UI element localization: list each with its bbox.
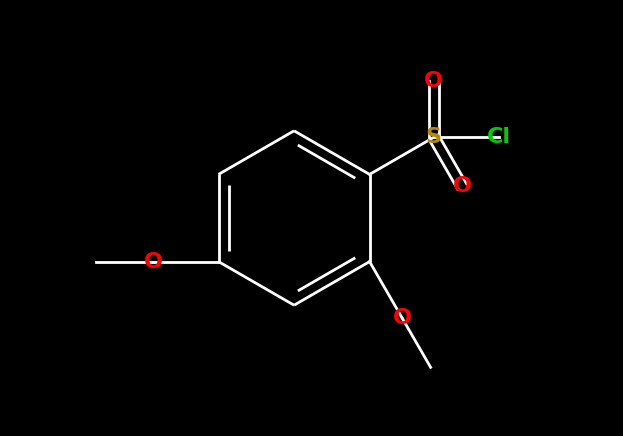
- Text: O: O: [452, 177, 472, 197]
- Text: O: O: [392, 308, 412, 328]
- Text: S: S: [426, 127, 442, 147]
- Text: Cl: Cl: [487, 127, 511, 147]
- Text: O: O: [424, 71, 444, 91]
- Text: O: O: [144, 252, 163, 272]
